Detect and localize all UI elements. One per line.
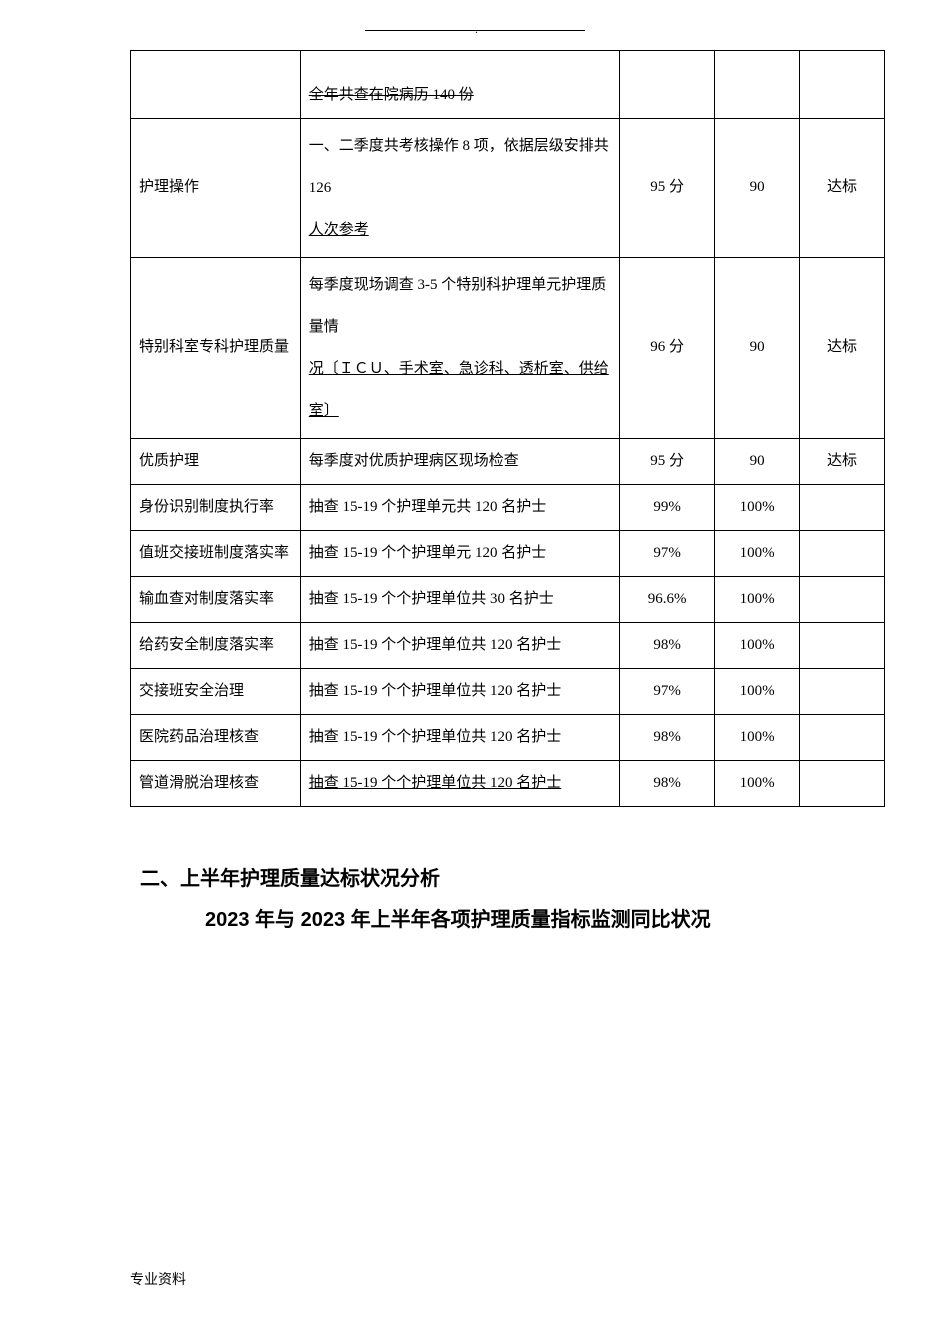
desc-cell: 一、二季度共考核操作 8 项，依据层级安排共 126人次参考 xyxy=(300,118,619,257)
page-mark-dot: . xyxy=(475,22,478,37)
table-row: 护理操作 一、二季度共考核操作 8 项，依据层级安排共 126人次参考 95 分… xyxy=(131,118,885,257)
target-cell: 100% xyxy=(715,484,800,530)
desc-cell: 抽查 15-19 个个护理单位共 30 名护士 xyxy=(300,576,619,622)
desc-cell: 每季度对优质护理病区现场检查 xyxy=(300,438,619,484)
target-cell xyxy=(715,73,800,119)
desc-cell: 抽查 15-19 个护理单元共 120 名护士 xyxy=(300,484,619,530)
table-row: 管道滑脱治理核查 抽查 15-19 个个护理单位共 120 名护士 98% 10… xyxy=(131,760,885,806)
status-cell xyxy=(800,622,885,668)
item-cell: 身份识别制度执行率 xyxy=(131,484,301,530)
target-cell: 100% xyxy=(715,714,800,760)
target-cell: 100% xyxy=(715,576,800,622)
score-cell: 98% xyxy=(620,760,715,806)
score-cell xyxy=(620,73,715,119)
status-cell xyxy=(800,760,885,806)
footer-text: 专业资料 xyxy=(130,1269,186,1289)
status-cell: 达标 xyxy=(800,257,885,438)
item-cell: 交接班安全治理 xyxy=(131,668,301,714)
desc-cell: 全年共查在院病历 140 份 xyxy=(300,73,619,119)
item-cell: 输血查对制度落实率 xyxy=(131,576,301,622)
status-cell: 达标 xyxy=(800,118,885,257)
status-cell: 达标 xyxy=(800,438,885,484)
table-row: 特别科室专科护理质量 每季度现场调查 3-5 个特别科护理单元护理质量情况〔ＩＣ… xyxy=(131,257,885,438)
nursing-quality-table: 全年共查在院病历 140 份 护理操作 一、二季度共考核操作 8 项，依据层级安… xyxy=(130,50,885,807)
table-row: 交接班安全治理 抽查 15-19 个个护理单位共 120 名护士 97% 100… xyxy=(131,668,885,714)
status-cell xyxy=(800,668,885,714)
item-cell: 医院药品治理核查 xyxy=(131,714,301,760)
target-cell: 100% xyxy=(715,668,800,714)
sub-heading: 2023 年与 2023 年上半年各项护理质量指标监测同比状况 xyxy=(205,903,885,932)
item-cell: 管道滑脱治理核查 xyxy=(131,760,301,806)
desc-cell: 每季度现场调查 3-5 个特别科护理单元护理质量情况〔ＩＣＵ、手术室、急诊科、透… xyxy=(300,257,619,438)
item-cell: 值班交接班制度落实率 xyxy=(131,530,301,576)
score-cell: 95 分 xyxy=(620,118,715,257)
desc-cell: 抽查 15-19 个个护理单位共 120 名护士 xyxy=(300,622,619,668)
score-cell: 95 分 xyxy=(620,438,715,484)
item-cell xyxy=(131,73,301,119)
section-heading: 二、上半年护理质量达标状况分析 xyxy=(140,862,885,891)
score-cell: 96 分 xyxy=(620,257,715,438)
score-cell: 97% xyxy=(620,530,715,576)
score-cell: 96.6% xyxy=(620,576,715,622)
item-cell: 给药安全制度落实率 xyxy=(131,622,301,668)
table-row: 医院药品治理核查 抽查 15-19 个个护理单位共 120 名护士 98% 10… xyxy=(131,714,885,760)
table-row: 优质护理 每季度对优质护理病区现场检查 95 分 90 达标 xyxy=(131,438,885,484)
target-cell: 100% xyxy=(715,622,800,668)
target-cell: 90 xyxy=(715,438,800,484)
item-cell: 护理操作 xyxy=(131,118,301,257)
status-cell xyxy=(800,73,885,119)
score-cell: 98% xyxy=(620,714,715,760)
score-cell: 99% xyxy=(620,484,715,530)
score-cell: 97% xyxy=(620,668,715,714)
table-row: 给药安全制度落实率 抽查 15-19 个个护理单位共 120 名护士 98% 1… xyxy=(131,622,885,668)
status-cell xyxy=(800,714,885,760)
table-row xyxy=(131,51,885,73)
target-cell: 90 xyxy=(715,118,800,257)
desc-cell: 抽查 15-19 个个护理单位共 120 名护士 xyxy=(300,668,619,714)
table-row: 身份识别制度执行率 抽查 15-19 个护理单元共 120 名护士 99% 10… xyxy=(131,484,885,530)
score-cell: 98% xyxy=(620,622,715,668)
table-row: 值班交接班制度落实率 抽查 15-19 个个护理单元 120 名护士 97% 1… xyxy=(131,530,885,576)
item-cell: 特别科室专科护理质量 xyxy=(131,257,301,438)
status-cell xyxy=(800,530,885,576)
table-row: 输血查对制度落实率 抽查 15-19 个个护理单位共 30 名护士 96.6% … xyxy=(131,576,885,622)
item-cell: 优质护理 xyxy=(131,438,301,484)
desc-cell: 抽查 15-19 个个护理单位共 120 名护士 xyxy=(300,714,619,760)
desc-cell: 抽查 15-19 个个护理单元 120 名护士 xyxy=(300,530,619,576)
target-cell: 100% xyxy=(715,530,800,576)
target-cell: 100% xyxy=(715,760,800,806)
table-row: 全年共查在院病历 140 份 xyxy=(131,73,885,119)
status-cell xyxy=(800,484,885,530)
status-cell xyxy=(800,576,885,622)
desc-cell: 抽查 15-19 个个护理单位共 120 名护士 xyxy=(300,760,619,806)
target-cell: 90 xyxy=(715,257,800,438)
